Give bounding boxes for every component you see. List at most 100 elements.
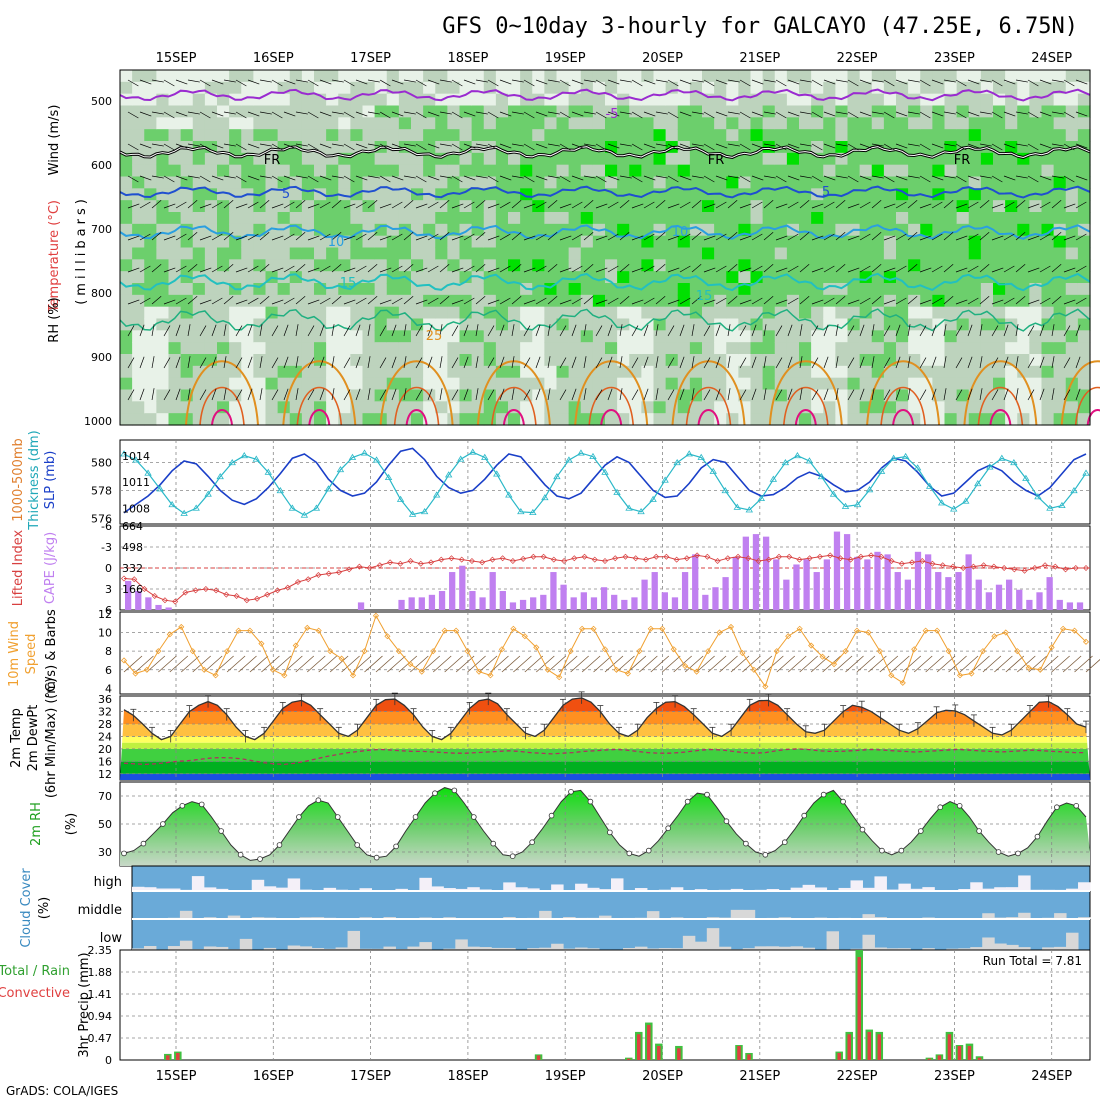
- upper-wind-barb: [451, 143, 463, 151]
- contour-label: 5: [822, 185, 830, 200]
- upper-wind-barb: [487, 79, 499, 87]
- li-marker: [806, 555, 813, 562]
- rh-cell: [786, 70, 800, 83]
- rh-cell: [762, 200, 776, 213]
- rh-cell: [847, 377, 861, 391]
- slp-marker: [685, 450, 693, 457]
- rh-cell: [277, 188, 291, 201]
- rh-cell: [726, 330, 739, 343]
- upper-wind-barb: [739, 267, 752, 273]
- rh-cell: [435, 330, 448, 343]
- wind-marker: [556, 674, 563, 681]
- rh-cell: [1077, 152, 1091, 166]
- rh-cell: [204, 152, 218, 166]
- rh-cell: [689, 283, 703, 296]
- rh-cell: [411, 247, 424, 260]
- cloud-low-bar: [143, 946, 157, 950]
- wind-10m-barb: [959, 655, 979, 673]
- wind-10m-barb: [696, 655, 715, 673]
- rh-cell: [544, 81, 558, 95]
- rh-cell: [883, 342, 897, 355]
- rh-cell: [908, 141, 921, 154]
- upper-wind-barb: [511, 111, 524, 115]
- rh-cell: [799, 283, 812, 296]
- rh-cell: [156, 306, 170, 320]
- temp-minmax-bars: [130, 691, 1089, 743]
- rh-cell: [217, 413, 230, 426]
- slp-marker: [360, 449, 369, 456]
- wind-10m-barb: [1062, 655, 1082, 673]
- upper-wind-barb: [247, 175, 260, 181]
- rh-cell: [168, 330, 182, 343]
- wind-10m-barb: [982, 655, 1002, 673]
- upper-wind-barb: [379, 143, 391, 151]
- cape-bar: [530, 597, 537, 610]
- rh-cell: [750, 389, 764, 402]
- slp-marker: [841, 502, 850, 509]
- rh-cell: [944, 212, 958, 225]
- rh-cell: [301, 93, 315, 107]
- upper-wind-barb: [571, 233, 583, 241]
- rh-cell: [1029, 401, 1043, 414]
- rh-cell: [435, 294, 448, 308]
- upper-wind-barb: [511, 356, 515, 369]
- li-marker: [213, 587, 220, 594]
- upper-wind-barb: [523, 267, 536, 273]
- contour-30-lobe: [880, 386, 926, 426]
- rh-cell: [944, 354, 958, 367]
- upper-wind-barb: [379, 175, 391, 183]
- cape-bar: [418, 597, 425, 610]
- li-marker: [284, 584, 291, 591]
- upper-wind-barb: [787, 175, 800, 181]
- upper-wind-barb: [739, 235, 752, 241]
- upper-wind-barb: [511, 79, 524, 83]
- rh-cell: [338, 354, 351, 367]
- rh-cell: [932, 342, 946, 355]
- upper-wind-barb: [619, 356, 623, 369]
- li-marker: [888, 558, 895, 564]
- wind-frame: [119, 611, 1091, 695]
- upper-wind-barb: [511, 143, 524, 147]
- upper-wind-barb: [139, 297, 151, 305]
- rh-cell: [605, 117, 618, 130]
- rh-cell: [423, 105, 436, 118]
- rh-cell: [629, 247, 642, 260]
- rh-cell: [508, 330, 521, 343]
- upper-wind-barb: [427, 388, 433, 401]
- rh-cell: [859, 212, 873, 225]
- wind-10m-barb: [879, 655, 899, 673]
- rh-cell: [1077, 283, 1091, 296]
- li-marker: [417, 560, 424, 567]
- rh-cell: [289, 283, 303, 296]
- rh-cell: [532, 401, 545, 414]
- rh-cell: [132, 377, 145, 391]
- upper-wind-barb: [499, 143, 512, 149]
- rh-cell: [338, 105, 351, 118]
- upper-wind-barb: [1027, 357, 1035, 369]
- rh-cell: [241, 271, 254, 284]
- rh-cell: [980, 306, 994, 320]
- upper-wind-barb: [391, 324, 397, 337]
- rh-cell: [617, 223, 630, 237]
- rh-cell: [423, 330, 436, 343]
- rh-cell: [993, 117, 1006, 130]
- rh-cell: [968, 306, 982, 320]
- rh-cell: [726, 354, 739, 367]
- rh-cell: [301, 389, 315, 402]
- rh-cell: [568, 271, 582, 284]
- ytick-label: 50: [98, 818, 112, 831]
- rh-cell: [677, 70, 691, 83]
- slp-marker: [877, 467, 886, 474]
- rh-cell: [665, 259, 679, 272]
- rh-cell: [774, 117, 788, 130]
- rh-cell: [338, 294, 351, 308]
- rh-cell: [374, 365, 388, 379]
- rh-cell: [629, 354, 642, 367]
- upper-wind-barb: [163, 203, 176, 209]
- rh-cell: [483, 283, 497, 296]
- upper-wind-barb: [715, 111, 728, 117]
- upper-wind-barb: [1051, 175, 1064, 179]
- rh-cell: [641, 259, 655, 272]
- rh-cell: [217, 283, 230, 296]
- rh-cell: [799, 164, 812, 178]
